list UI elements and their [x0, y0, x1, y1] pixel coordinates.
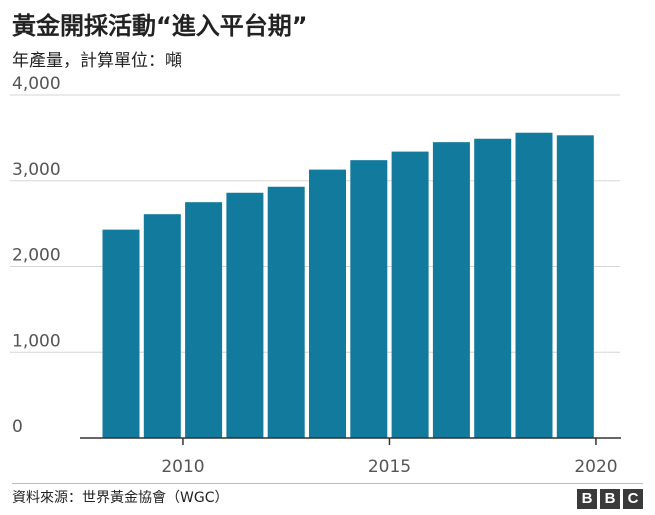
- y-tick-labels: 0 1,000 2,000 3,000 4,000: [12, 74, 61, 437]
- y-tick-label: 2,000: [12, 246, 61, 266]
- bar: [185, 202, 223, 438]
- chart-subtitle: 年產量，計算單位：噸: [12, 51, 182, 71]
- source-note: 資料來源：世界黃金協會（WGC）: [12, 490, 229, 506]
- bar: [102, 229, 140, 438]
- x-tick-label: 2020: [574, 457, 617, 477]
- bars: [102, 132, 594, 439]
- y-tick-label: 1,000: [12, 331, 61, 351]
- bbc-logo-letter: B: [577, 489, 597, 509]
- y-tick-label: 3,000: [12, 160, 61, 180]
- bar: [432, 142, 470, 438]
- bar: [556, 135, 594, 439]
- bar: [267, 186, 305, 438]
- bar: [350, 160, 388, 439]
- y-tick-label: 0: [12, 417, 23, 437]
- bar: [143, 214, 181, 438]
- bar: [515, 132, 553, 439]
- chart-title: 黃金開採活動“進入平台期”: [12, 12, 308, 40]
- x-tick-label: 2010: [161, 457, 204, 477]
- x-axis: [80, 437, 621, 445]
- y-tick-label: 4,000: [12, 74, 61, 94]
- bar-chart: 0 1,000 2,000 3,000 4,000 2010 2015 2020: [10, 74, 621, 477]
- bar: [391, 151, 429, 438]
- bbc-logo-letter: B: [600, 489, 620, 509]
- bbc-logo-letter: C: [623, 489, 643, 509]
- bar: [226, 192, 264, 438]
- footer-divider: [12, 483, 643, 484]
- x-tick-labels: 2010 2015 2020: [161, 457, 617, 477]
- bbc-logo: B B C: [577, 489, 643, 509]
- bar: [309, 169, 346, 439]
- bar: [474, 138, 512, 439]
- x-tick-label: 2015: [368, 457, 411, 477]
